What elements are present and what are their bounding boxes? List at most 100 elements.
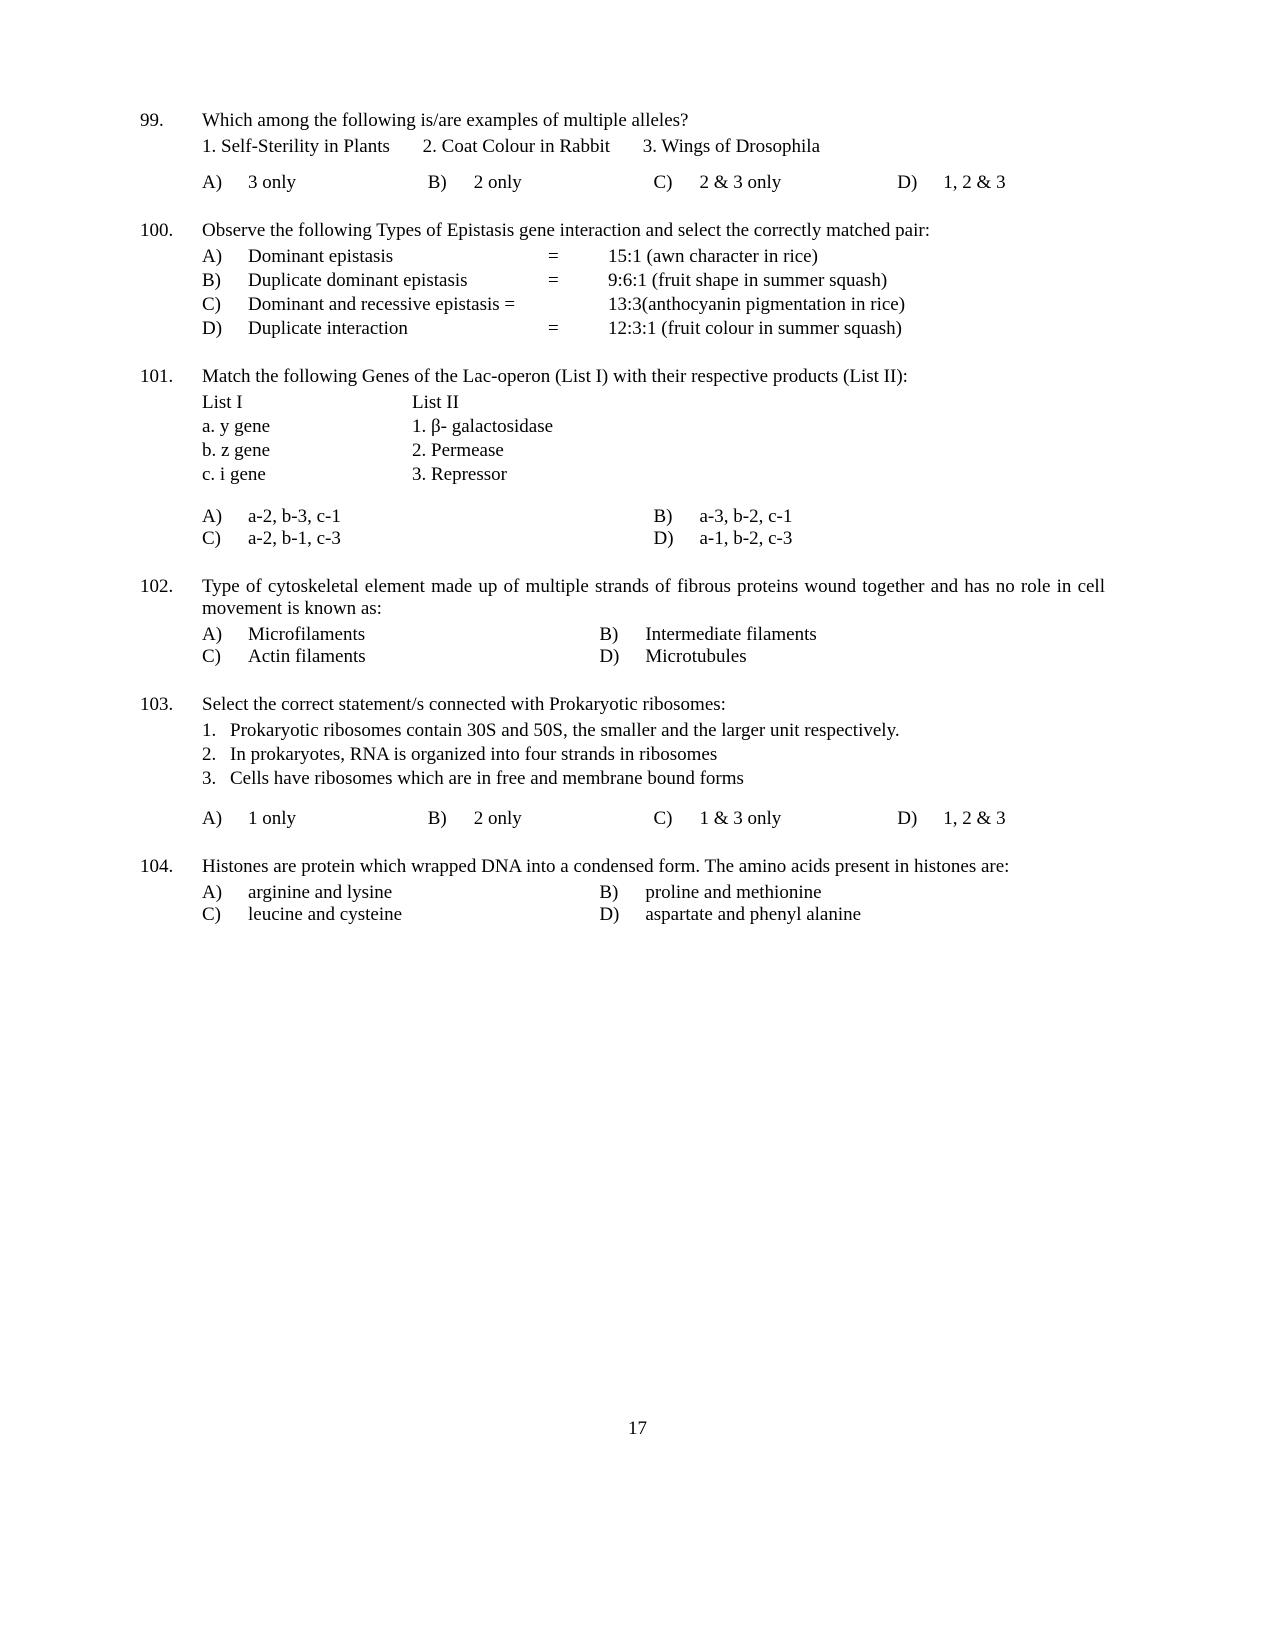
epistasis-ratio: 13:3(anthocyanin pigmentation in rice) [608,294,1105,316]
option-text: 2 & 3 only [700,172,782,194]
option-letter: D) [202,318,248,340]
option-c[interactable]: C) Dominant and recessive epistasis = 13… [202,294,1105,316]
option-a[interactable]: A) 3 only [202,172,428,194]
option-b[interactable]: B) 2 only [428,808,654,830]
question-stem: Observe the following Types of Epistasis… [202,220,1105,242]
option-a[interactable]: A) Dominant epistasis = 15:1 (awn charac… [202,246,1105,268]
option-d[interactable]: D) 1, 2 & 3 [897,172,1105,194]
option-d[interactable]: D) Duplicate interaction = 12:3:1 (fruit… [202,318,1105,340]
option-letter: D) [897,808,943,830]
option-text: Intermediate filaments [645,624,816,646]
option-c[interactable]: C) 1 & 3 only [654,808,898,830]
statement-number: 2. [202,744,230,766]
option-b[interactable]: B) Duplicate dominant epistasis = 9:6:1 … [202,270,1105,292]
statement-text: In prokaryotes, RNA is organized into fo… [230,744,1105,766]
question-number: 103. [140,694,202,830]
option-text: leucine and cysteine [248,904,402,926]
equals-sign: = [548,318,608,340]
question-104: 104. Histones are protein which wrapped … [140,856,1105,926]
options-grid: A) Microfilaments B) Intermediate filame… [202,624,1105,668]
list-2-header: List II [412,392,1105,414]
option-d[interactable]: D) Microtubules [599,646,1105,668]
option-letter: D) [599,904,645,926]
option-a[interactable]: A) 1 only [202,808,428,830]
option-b[interactable]: B) proline and methionine [599,882,1105,904]
list-2: List II 1. β- galactosidase 2. Permease … [412,392,1105,488]
list-1-item: c. i gene [202,464,412,486]
equals-sign: = [548,246,608,268]
epistasis-type: Duplicate interaction [248,318,548,340]
list-2-item: 1. β- galactosidase [412,416,1105,438]
question-number: 104. [140,856,202,926]
question-body: Select the correct statement/s connected… [202,694,1105,830]
option-letter: B) [428,172,474,194]
option-text: 1 & 3 only [700,808,782,830]
list-1: List I a. y gene b. z gene c. i gene [202,392,412,488]
statement-1: 1. Prokaryotic ribosomes contain 30S and… [202,720,1105,742]
option-c[interactable]: C) 2 & 3 only [654,172,898,194]
option-c[interactable]: C) leucine and cysteine [202,904,599,926]
question-101: 101. Match the following Genes of the La… [140,366,1105,550]
option-letter: D) [897,172,943,194]
option-letter: C) [654,172,700,194]
option-letter: A) [202,624,248,646]
page-number: 17 [0,1418,1275,1440]
option-text: a-2, b-3, c-1 [248,506,341,528]
statement-2: 2. In prokaryotes, RNA is organized into… [202,744,1105,766]
option-d[interactable]: D) aspartate and phenyl alanine [599,904,1105,926]
statement-number: 3. [202,768,230,790]
question-102: 102. Type of cytoskeletal element made u… [140,576,1105,668]
epistasis-ratio: 9:6:1 (fruit shape in summer squash) [608,270,1105,292]
question-stem: Match the following Genes of the Lac-ope… [202,366,1105,388]
option-text: Microtubules [645,646,746,668]
option-a[interactable]: A) a-2, b-3, c-1 [202,506,654,528]
option-letter: A) [202,882,248,904]
option-c[interactable]: C) Actin filaments [202,646,599,668]
option-text: 2 only [474,172,522,194]
question-body: Type of cytoskeletal element made up of … [202,576,1105,668]
question-100: 100. Observe the following Types of Epis… [140,220,1105,340]
list-1-header: List I [202,392,412,414]
epistasis-ratio: 12:3:1 (fruit colour in summer squash) [608,318,1105,340]
statement-text: Cells have ribosomes which are in free a… [230,768,1105,790]
question-body: Histones are protein which wrapped DNA i… [202,856,1105,926]
question-stem: Histones are protein which wrapped DNA i… [202,856,1105,878]
question-body: Observe the following Types of Epistasis… [202,220,1105,340]
option-letter: C) [202,646,248,668]
question-number: 100. [140,220,202,340]
option-letter: C) [202,294,248,316]
list-2-item: 3. Repressor [412,464,1105,486]
option-letter: B) [599,882,645,904]
option-a[interactable]: A) arginine and lysine [202,882,599,904]
option-b[interactable]: B) Intermediate filaments [599,624,1105,646]
option-b[interactable]: B) a-3, b-2, c-1 [654,506,1106,528]
option-text: 3 only [248,172,296,194]
option-text: arginine and lysine [248,882,392,904]
option-c[interactable]: C) a-2, b-1, c-3 [202,528,654,550]
example-1: 1. Self-Sterility in Plants [202,136,390,158]
option-letter: C) [654,808,700,830]
example-2: 2. Coat Colour in Rabbit [423,136,610,158]
equals-sign: = [548,270,608,292]
statement-list: 1. Prokaryotic ribosomes contain 30S and… [202,720,1105,790]
options-row: A) 3 only B) 2 only C) 2 & 3 only D) 1, … [202,172,1105,194]
option-d[interactable]: D) a-1, b-2, c-3 [654,528,1106,550]
question-99: 99. Which among the following is/are exa… [140,110,1105,194]
option-letter: A) [202,506,248,528]
option-b[interactable]: B) 2 only [428,172,654,194]
option-a[interactable]: A) Microfilaments [202,624,599,646]
question-stem: Select the correct statement/s connected… [202,694,1105,716]
option-d[interactable]: D) 1, 2 & 3 [897,808,1105,830]
option-text: aspartate and phenyl alanine [645,904,861,926]
option-letter: B) [599,624,645,646]
exam-page: 99. Which among the following is/are exa… [0,0,1275,1650]
option-letter: B) [654,506,700,528]
question-body: Which among the following is/are example… [202,110,1105,194]
option-letter: C) [202,904,248,926]
example-3: 3. Wings of Drosophila [643,136,820,158]
list-1-item: b. z gene [202,440,412,462]
statement-text: Prokaryotic ribosomes contain 30S and 50… [230,720,1105,742]
option-text: a-2, b-1, c-3 [248,528,341,550]
epistasis-type: Duplicate dominant epistasis [248,270,548,292]
option-letter: C) [202,528,248,550]
